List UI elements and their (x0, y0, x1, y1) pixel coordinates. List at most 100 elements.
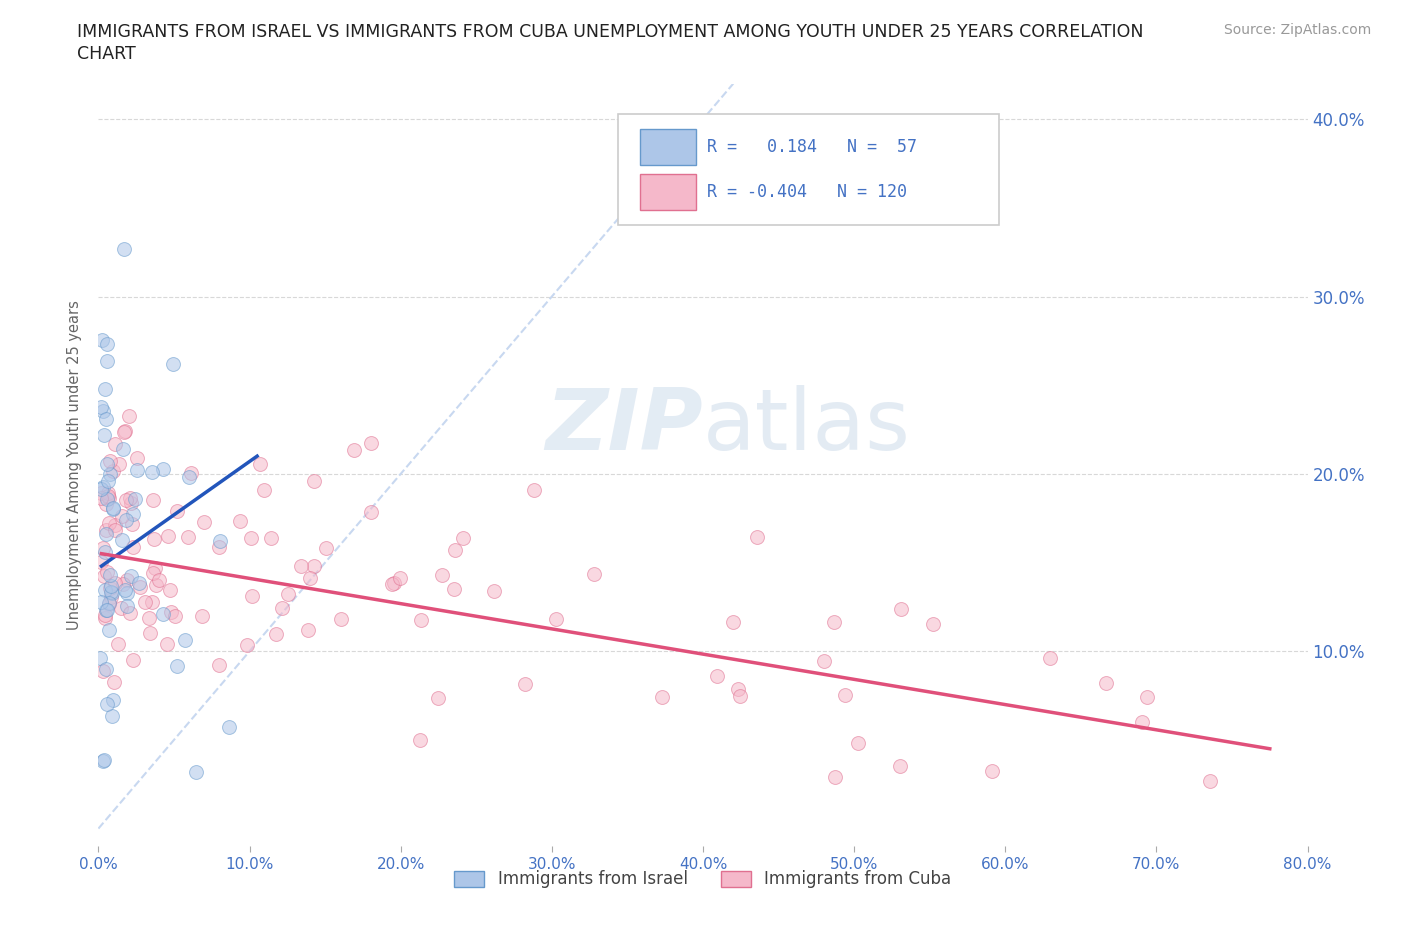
Point (98, 581, 121, 596)
Point (823, 614, 845, 629)
Point (427, 691, 450, 706)
Point (141, 594, 163, 609)
Point (813, 654, 835, 669)
Point (236, 637, 259, 652)
Point (381, 577, 404, 591)
Point (96, 491, 118, 506)
Point (97, 473, 120, 488)
Point (112, 424, 135, 439)
Point (129, 579, 152, 594)
Point (94, 545, 117, 560)
Point (128, 576, 150, 591)
Point (162, 356, 184, 371)
Point (103, 463, 125, 478)
FancyBboxPatch shape (619, 114, 1000, 225)
Point (297, 622, 319, 637)
Point (430, 568, 453, 583)
Point (252, 483, 274, 498)
Y-axis label: Unemployment Among Youth under 25 years: Unemployment Among Youth under 25 years (67, 300, 83, 630)
Point (148, 573, 170, 588)
Point (94, 497, 117, 512)
Legend: Immigrants from Israel, Immigrants from Cuba: Immigrants from Israel, Immigrants from … (447, 864, 959, 896)
Point (98, 467, 121, 482)
Point (834, 687, 856, 702)
Point (122, 652, 145, 667)
Point (90, 555, 112, 570)
Point (100, 585, 122, 600)
Point (209, 534, 232, 549)
Point (100, 454, 122, 469)
Point (277, 587, 299, 602)
Point (145, 561, 167, 576)
Point (981, 764, 1004, 778)
FancyBboxPatch shape (640, 128, 696, 166)
Point (444, 543, 467, 558)
Point (249, 457, 271, 472)
Point (98, 622, 121, 637)
Point (97, 596, 120, 611)
Point (120, 496, 142, 511)
Point (139, 625, 162, 640)
Point (152, 607, 174, 622)
FancyBboxPatch shape (640, 174, 696, 210)
Point (180, 465, 202, 480)
Point (96, 526, 118, 541)
Text: atlas: atlas (703, 385, 911, 469)
Point (727, 682, 749, 697)
Point (90, 400, 112, 415)
Point (100, 578, 122, 593)
Point (264, 627, 287, 642)
Point (143, 532, 166, 547)
Point (451, 531, 474, 546)
Point (91, 664, 114, 679)
Point (152, 461, 174, 476)
Point (360, 505, 382, 520)
Point (107, 637, 129, 652)
Point (343, 443, 366, 458)
Point (104, 523, 127, 538)
Point (125, 450, 148, 465)
Point (166, 658, 188, 673)
Point (193, 514, 215, 529)
Point (922, 617, 945, 631)
Point (409, 732, 432, 747)
Point (115, 493, 138, 508)
Point (115, 573, 138, 588)
Point (112, 441, 135, 456)
Point (114, 423, 136, 438)
Text: CHART: CHART (77, 45, 136, 62)
Point (156, 528, 179, 543)
Point (94, 381, 117, 396)
Point (101, 586, 124, 601)
Point (93, 608, 115, 623)
Text: R = -0.404   N = 120: R = -0.404 N = 120 (707, 183, 907, 201)
Point (1132, 714, 1154, 729)
Point (94, 582, 117, 597)
Point (93, 753, 115, 768)
Point (117, 409, 139, 424)
Point (745, 530, 768, 545)
Point (239, 531, 262, 546)
Point (96, 603, 118, 618)
Point (90, 594, 112, 609)
Point (409, 613, 432, 628)
Point (96, 457, 118, 472)
Point (124, 491, 146, 506)
Point (90, 332, 112, 347)
Point (125, 462, 148, 477)
Point (114, 582, 136, 597)
Point (122, 540, 145, 555)
Point (115, 512, 138, 527)
Point (1198, 774, 1220, 789)
Point (218, 719, 240, 734)
Point (98, 596, 121, 611)
Point (141, 464, 163, 479)
Point (103, 436, 125, 451)
Point (179, 470, 201, 485)
Point (93, 428, 115, 443)
Point (94, 411, 117, 426)
Point (523, 483, 546, 498)
Point (101, 500, 124, 515)
Point (112, 577, 135, 591)
Point (443, 582, 465, 597)
